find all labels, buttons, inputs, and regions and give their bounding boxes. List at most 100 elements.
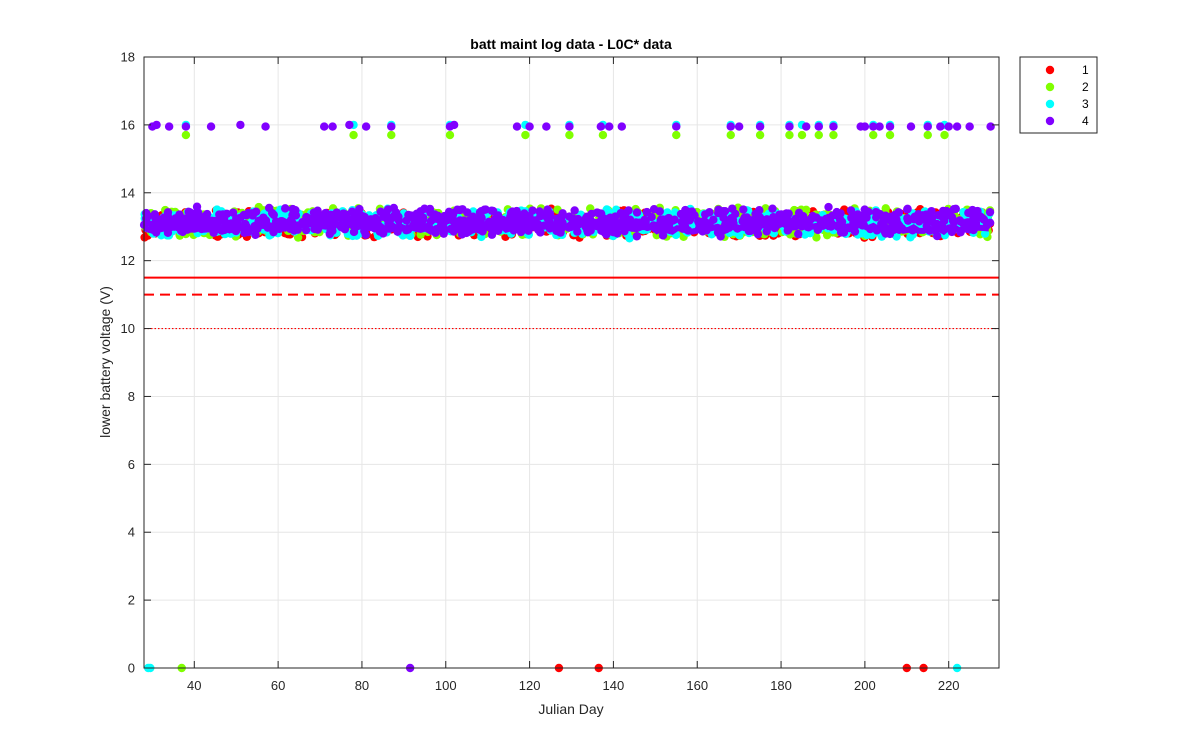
data-point	[800, 230, 810, 239]
data-point	[672, 130, 681, 140]
y-tick-label: 10	[121, 321, 135, 336]
data-point	[525, 122, 534, 131]
data-point	[583, 228, 593, 237]
data-point	[980, 229, 990, 238]
data-point	[940, 130, 949, 140]
legend-marker	[1045, 116, 1055, 126]
reference-lines	[144, 276, 999, 330]
data-point	[236, 120, 245, 130]
x-tick-label: 200	[854, 678, 876, 693]
data-point	[387, 122, 396, 131]
data-point	[829, 130, 838, 140]
data-point	[361, 122, 371, 131]
data-point	[802, 205, 811, 215]
legend-label: 2	[1082, 80, 1089, 94]
plot-area	[144, 57, 999, 668]
data-point	[632, 232, 642, 241]
data-point	[846, 206, 856, 215]
data-point	[521, 130, 530, 140]
data-point	[412, 209, 421, 219]
data-point	[655, 207, 664, 216]
data-points	[139, 120, 995, 673]
data-point	[206, 122, 216, 131]
y-tick-label: 4	[128, 525, 135, 540]
data-point	[361, 230, 370, 240]
data-point	[672, 122, 681, 131]
data-point	[619, 216, 628, 225]
ticks: 40 60 80 100 120 140 160 180 200 220 0 2 4 6 8 10 12 14 16…	[121, 50, 999, 693]
y-tick-label: 2	[128, 593, 135, 608]
data-point	[570, 206, 579, 215]
data-point	[565, 130, 574, 140]
data-point	[179, 214, 189, 223]
data-point	[852, 211, 862, 221]
data-point	[679, 215, 688, 224]
x-tick-label: 60	[271, 678, 285, 693]
data-point	[164, 122, 174, 131]
data-point	[797, 130, 807, 140]
data-point	[418, 216, 428, 225]
data-point	[927, 213, 937, 223]
data-point	[520, 209, 529, 218]
x-tick-label: 180	[770, 678, 792, 693]
data-point	[165, 216, 174, 226]
data-point	[192, 202, 202, 211]
data-point	[647, 212, 656, 222]
data-point	[814, 130, 823, 140]
data-point	[605, 122, 614, 131]
data-point	[734, 122, 744, 131]
data-point	[690, 211, 699, 220]
data-point	[932, 231, 942, 241]
data-point	[726, 122, 735, 131]
data-point	[181, 122, 191, 131]
data-point	[459, 216, 469, 225]
data-point	[197, 217, 206, 227]
data-point	[448, 211, 457, 220]
data-point	[892, 232, 901, 241]
data-point	[824, 202, 833, 212]
data-point	[769, 212, 778, 222]
data-point	[481, 205, 490, 214]
axes-frame	[143, 56, 1000, 669]
data-point	[952, 122, 962, 131]
legend-label: 3	[1082, 97, 1089, 111]
data-point	[488, 206, 498, 216]
x-tick-label: 120	[519, 678, 541, 693]
data-point	[383, 215, 393, 225]
data-point	[903, 214, 912, 223]
data-point	[755, 130, 765, 140]
data-point	[716, 232, 725, 241]
data-point	[965, 122, 974, 131]
data-point	[151, 214, 160, 223]
y-tick-label: 6	[128, 457, 135, 472]
data-point	[339, 209, 348, 218]
data-point	[768, 204, 777, 213]
legend-marker	[1045, 99, 1055, 109]
data-point	[430, 210, 440, 219]
data-point	[735, 230, 744, 240]
chart-title: batt maint log data - L0C* data	[470, 36, 672, 52]
data-point	[885, 130, 895, 140]
legend: 1 2 3 4	[1019, 56, 1098, 134]
legend-marker	[1045, 82, 1055, 92]
data-point	[332, 208, 341, 217]
data-point	[802, 122, 811, 131]
data-point	[927, 206, 936, 216]
data-point	[511, 213, 520, 222]
x-tick-label: 40	[187, 678, 201, 693]
data-point	[658, 231, 668, 240]
data-point	[869, 122, 878, 131]
data-point	[611, 212, 620, 221]
data-point	[349, 130, 358, 140]
data-point	[356, 211, 366, 220]
x-axis-label: Julian Day	[538, 701, 603, 717]
data-point	[753, 229, 763, 239]
data-point	[477, 213, 486, 223]
data-point	[280, 204, 290, 213]
data-point	[383, 205, 393, 214]
data-point	[782, 209, 791, 218]
data-point	[458, 205, 467, 214]
legend-label: 1	[1082, 63, 1089, 77]
data-point	[487, 230, 497, 239]
data-point	[807, 214, 816, 223]
